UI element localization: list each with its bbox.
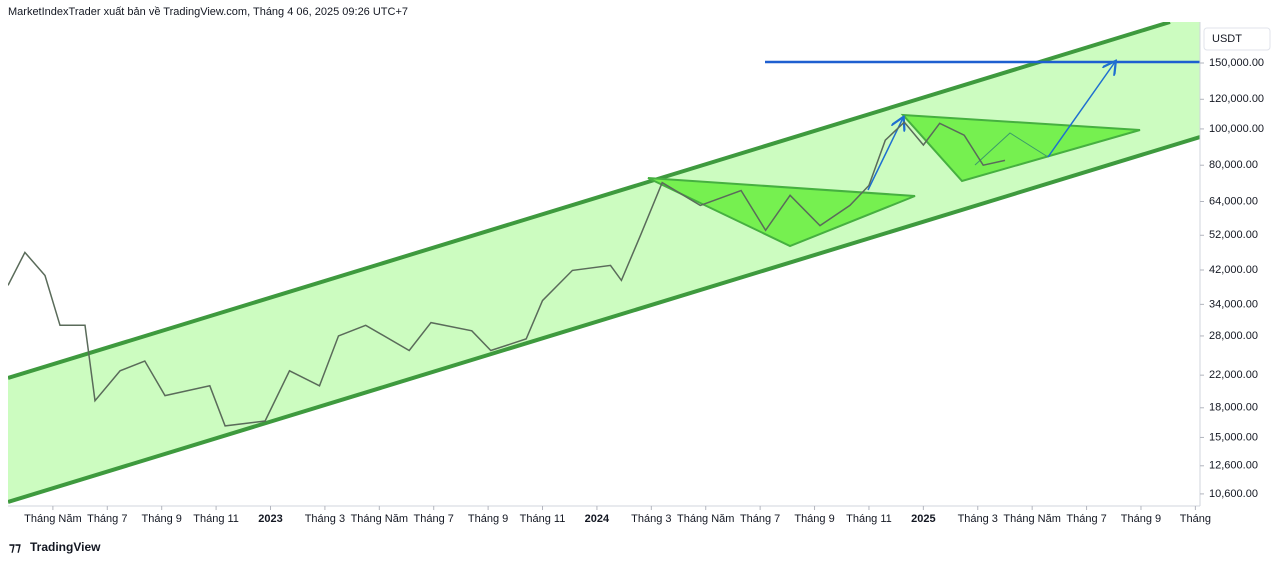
y-tick-label: 12,600.00 xyxy=(1209,460,1258,472)
y-tick-label: 28,000.00 xyxy=(1209,330,1258,342)
y-tick-label: 34,000.00 xyxy=(1209,298,1258,310)
channel-upper xyxy=(8,22,1171,380)
y-tick-label: 15,000.00 xyxy=(1209,431,1258,443)
projection xyxy=(974,132,1049,166)
channel-fill xyxy=(8,22,1200,502)
drawings xyxy=(8,22,1200,504)
x-tick-label: Tháng Năm xyxy=(677,513,734,525)
arrow xyxy=(1047,62,1115,158)
y-tick-label: 42,000.00 xyxy=(1209,264,1258,276)
x-tick-label: Tháng 7 xyxy=(1066,513,1106,525)
price-line xyxy=(8,121,1006,427)
x-tick-label: Tháng 7 xyxy=(740,513,780,525)
x-tick-label: Tháng 3 xyxy=(305,513,345,525)
x-tick-label: Tháng 9 xyxy=(1121,513,1161,525)
x-tick-label: Tháng xyxy=(1180,513,1211,525)
x-tick-label: Tháng 9 xyxy=(142,513,182,525)
unit-box xyxy=(1203,27,1271,51)
logo: ⁊⁊ xyxy=(9,540,21,554)
x-tick-label: Tháng Năm xyxy=(1003,513,1060,525)
x-tick-label: Tháng 11 xyxy=(846,513,892,525)
y-tick-label: 80,000.00 xyxy=(1209,159,1258,171)
brand: TradingView xyxy=(30,540,101,554)
x-tick-label: Tháng 3 xyxy=(631,513,671,525)
y-tick-label: 52,000.00 xyxy=(1209,229,1258,241)
y-unit: USDT xyxy=(1212,33,1242,45)
y-tick-label: 22,000.00 xyxy=(1209,369,1258,381)
triangle xyxy=(647,177,916,248)
x-tick-label: 2023 xyxy=(258,513,282,525)
y-tick-label: 64,000.00 xyxy=(1209,195,1258,207)
x-tick-label: Tháng 7 xyxy=(87,513,127,525)
y-tick-label: 120,000.00 xyxy=(1209,93,1264,105)
triangle xyxy=(900,113,1141,183)
x-tick-label: Tháng 9 xyxy=(794,513,834,525)
x-tick-label: 2025 xyxy=(911,513,935,525)
x-tick-label: Tháng Năm xyxy=(351,513,408,525)
x-tick-label: Tháng Năm xyxy=(24,513,81,525)
arrow xyxy=(867,118,903,191)
x-tick-label: 2024 xyxy=(585,513,610,525)
x-tick-label: Tháng 11 xyxy=(520,513,566,525)
x-tick-label: Tháng 7 xyxy=(414,513,454,525)
y-tick-label: 18,000.00 xyxy=(1209,402,1258,414)
x-tick-label: Tháng 9 xyxy=(468,513,508,525)
channel-lower xyxy=(8,135,1200,504)
y-tick-label: 10,600.00 xyxy=(1209,488,1258,500)
x-tick-label: Tháng 11 xyxy=(193,513,239,525)
y-tick-label: 100,000.00 xyxy=(1209,123,1264,135)
y-tick-label: 150,000.00 xyxy=(1209,57,1264,69)
x-tick-label: Tháng 3 xyxy=(958,513,998,525)
publisher: MarketIndexTrader xuất bản về TradingVie… xyxy=(8,6,408,18)
